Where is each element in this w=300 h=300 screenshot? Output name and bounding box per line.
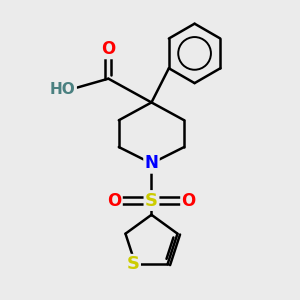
Text: O: O	[107, 191, 122, 209]
Text: N: N	[145, 154, 158, 172]
Text: HO: HO	[50, 82, 76, 97]
Text: S: S	[127, 255, 140, 273]
Text: O: O	[101, 40, 116, 58]
Text: S: S	[145, 191, 158, 209]
Text: O: O	[182, 191, 196, 209]
